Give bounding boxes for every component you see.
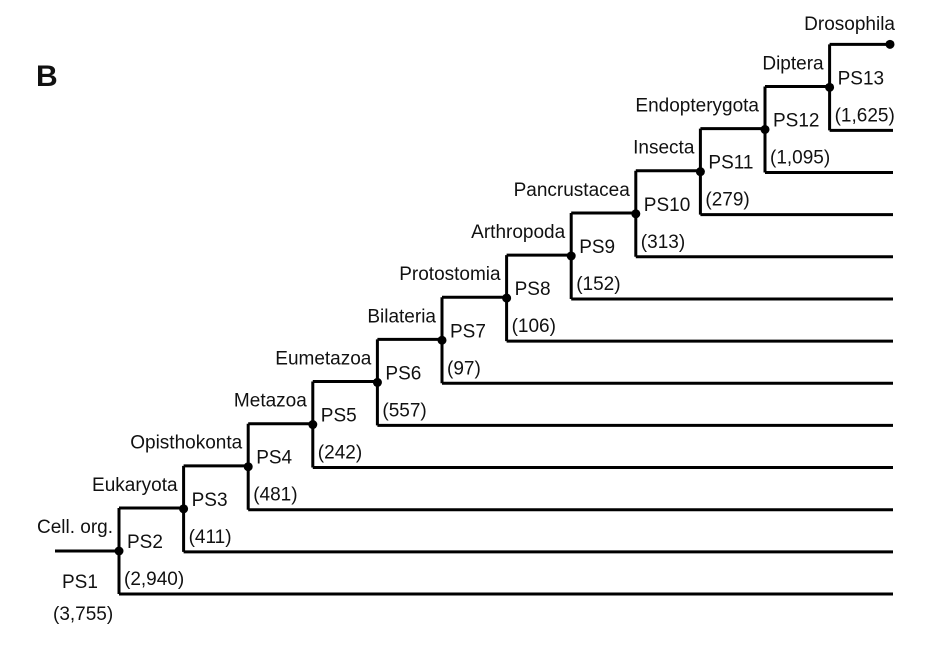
clade-label: Insecta [633,138,695,159]
node-dot [566,251,576,261]
panel-label: B [36,60,58,93]
clade-label: Pancrustacea [514,180,631,201]
ps-count: (557) [382,400,426,421]
clade-label: Eukaryota [92,475,178,496]
clade-label: Eumetazoa [275,348,372,369]
clade-label: Opisthokonta [130,433,242,454]
ps-label: PS6 [385,363,421,384]
clade-label: Arthropoda [471,222,565,243]
node-dot [179,504,189,514]
clade-label: Metazoa [234,391,307,412]
ps-label: PS4 [256,448,292,469]
leaf-label: Drosophila [804,14,895,35]
ps-count: (1,625) [835,105,895,126]
ps-count: (411) [189,527,232,548]
ps-label: PS12 [773,111,819,132]
ps-count: (3,755) [53,604,113,625]
ps-label: PS10 [644,195,690,216]
outgroup-label: A.thaliana [807,648,893,650]
ps-count: (279) [705,190,749,211]
node-dot [372,377,382,387]
node-dot [502,293,512,303]
ps-count: (106) [512,316,556,337]
node-dot [631,209,641,219]
clade-label: Bilateria [367,306,436,327]
ps-label: PS1 [62,572,98,593]
ps-count: (313) [641,232,685,253]
ps-count: (97) [447,358,481,379]
ps-label: PS2 [127,532,163,553]
clade-label: Endopterygota [635,96,759,117]
ps-count: (1,095) [770,148,830,169]
leaf-dot [885,39,895,49]
ps-count: (2,940) [124,569,184,590]
ps-label: PS3 [192,490,228,511]
ps-label: PS9 [579,237,615,258]
node-dot [308,420,318,430]
ps-count: (152) [576,274,620,295]
node-dot [243,462,253,472]
ps-label: PS5 [321,406,357,427]
node-dot [437,335,447,345]
clade-label: Cell. org. [37,517,113,538]
node-dot [695,167,705,177]
ps-label: PS11 [708,153,753,174]
ps-count: (242) [318,443,362,464]
node-dot [825,82,835,92]
node-dot [114,546,124,556]
clade-label: Protostomia [399,264,501,285]
ps-count: (481) [253,485,297,506]
ps-label: PS8 [515,279,551,300]
node-dot [760,125,770,134]
clade-label: Diptera [762,53,824,74]
ps-label: PS13 [838,68,884,89]
ps-label: PS7 [450,321,486,342]
